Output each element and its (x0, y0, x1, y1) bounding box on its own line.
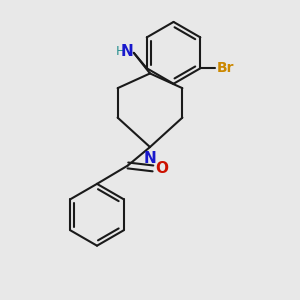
Text: N: N (144, 152, 156, 166)
Text: O: O (155, 161, 168, 176)
Text: N: N (121, 44, 133, 59)
Text: Br: Br (217, 61, 234, 75)
Text: H: H (116, 45, 126, 58)
